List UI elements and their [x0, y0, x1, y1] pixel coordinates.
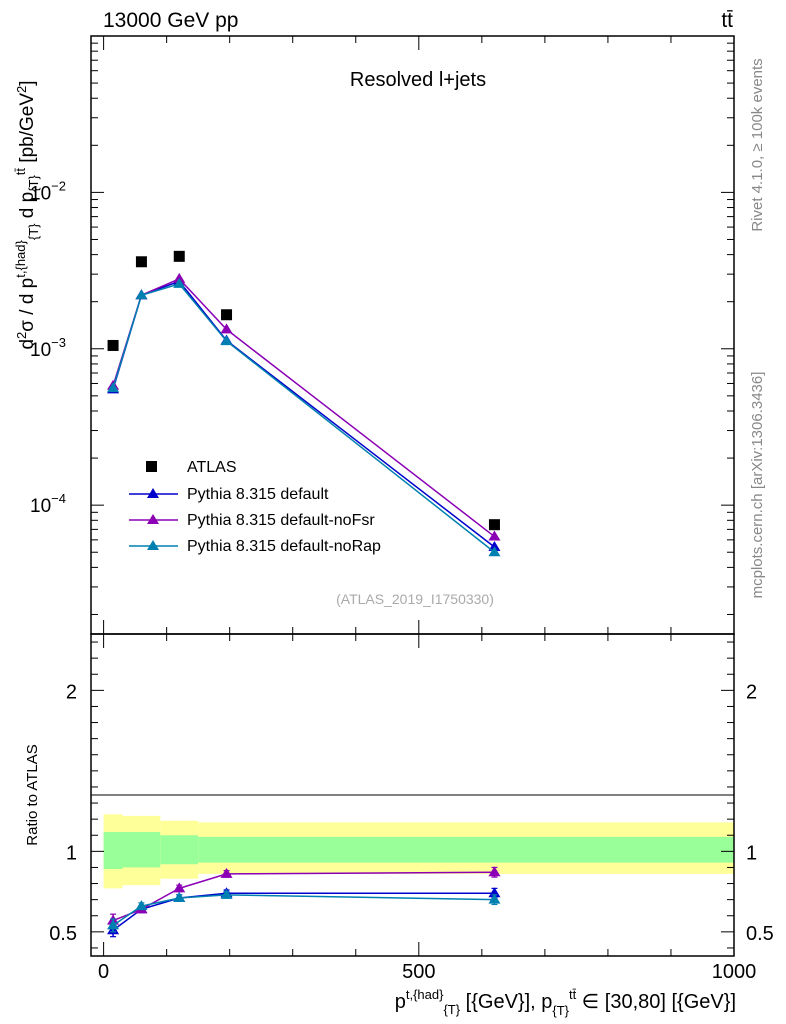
main-ytick-label: 10−4 — [30, 491, 66, 517]
main-ytick-label: 10−3 — [30, 335, 66, 361]
atlas-data-point — [173, 250, 185, 262]
noRap-ratio-marker — [173, 892, 186, 903]
ratio-ytick-label-left: 1 — [66, 842, 77, 864]
ratio-ytick-label-left: 0.5 — [49, 923, 77, 945]
noRap-ratio-marker — [107, 919, 120, 930]
ratio-band-inner — [160, 835, 199, 865]
ratio-panel: 0.5 0.5 1 1 2 2 0 500 1000 Ratio to ATLAS pt,{ha… — [24, 633, 774, 1018]
rivet-label: Rivet 4.1.0, ≥ 100k events — [749, 58, 766, 231]
legend-norap-marker — [147, 540, 159, 550]
ratio-ytick-label-right: 2 — [746, 681, 757, 703]
ratio-xtick-label: 500 — [402, 961, 435, 983]
legend-nofsr: Pythia 8.315 default-noFsr — [129, 512, 375, 529]
noFsr-marker — [220, 323, 233, 334]
legend-default-marker — [147, 488, 159, 498]
main-title: Resolved l+jets — [350, 69, 486, 91]
noRap-marker — [173, 277, 186, 288]
noFsr-ratio-marker — [488, 866, 501, 877]
main-panel: 10−2 10−3 10−4 Resolved l+jets (ATLAS_2019… — [13, 35, 735, 635]
legend-default: Pythia 8.315 default — [129, 486, 329, 503]
noRap-ratio-line — [112, 894, 495, 927]
ratio-xtick-label: 0 — [98, 961, 109, 983]
legend-atlas-label: ATLAS — [187, 459, 237, 476]
legend-atlas: ATLAS — [146, 459, 237, 476]
noRap-marker — [135, 289, 148, 300]
ratio-ylabel: Ratio to ATLAS — [24, 744, 41, 845]
ratio-band-inner — [122, 832, 161, 868]
atlas-data-point — [488, 519, 500, 531]
noRap-marker — [220, 335, 233, 346]
main-axes: 10−2 10−3 10−4 — [30, 35, 735, 634]
noRap-ratio-marker — [220, 888, 233, 899]
noFsr-marker — [488, 530, 501, 541]
atlas-data-point — [221, 309, 233, 321]
noFsr-marker — [173, 272, 186, 283]
ratio-band-inner — [103, 832, 123, 870]
energy-label: 13000 GeV pp — [103, 9, 238, 32]
ratio-xtick-label: 1000 — [712, 961, 757, 983]
legend: ATLAS Pythia 8.315 default Pythia 8.315 … — [129, 459, 381, 555]
ratio-frame — [90, 633, 735, 957]
main-ylabel: d2σ / d pt,{had}{T} d p{T}tt̄ [pb/GeV2] — [13, 80, 41, 349]
ratio-ytick-label-left: 2 — [66, 681, 77, 703]
noRap-marker — [107, 382, 120, 393]
atlas-data-point — [135, 256, 147, 268]
main-ytick-label: 10−2 — [30, 178, 66, 204]
ratio-axes: 0.5 0.5 1 1 2 2 0 500 1000 — [49, 634, 774, 983]
noRap-ratio-marker — [488, 893, 501, 904]
noRap-ratio-marker — [135, 900, 148, 911]
ratio-bands — [103, 814, 734, 889]
mcplots-label: mcplots.cern.ch [arXiv:1306.3436] — [749, 372, 766, 599]
main-series — [107, 250, 501, 557]
ratio-ytick-label-right: 1 — [746, 842, 757, 864]
ratio-xlabel: pt,{had}{T} [{GeV}], p{T}tt̄ ∈ [30,80] [… — [395, 987, 736, 1018]
legend-default-label: Pythia 8.315 default — [187, 486, 329, 503]
noFsr-ratio-marker — [220, 867, 233, 878]
process-label: tt̄ — [721, 9, 733, 32]
atlas-data-point — [107, 339, 119, 351]
legend-nofsr-label: Pythia 8.315 default-noFsr — [187, 512, 375, 529]
ratio-ytick-label-right: 0.5 — [746, 923, 774, 945]
noFsr-ratio-marker — [173, 882, 186, 893]
legend-atlas-marker — [146, 461, 157, 472]
ratio-band-inner — [198, 836, 734, 863]
legend-nofsr-marker — [147, 514, 159, 524]
ratio-series — [107, 866, 501, 938]
default-marker — [488, 541, 501, 552]
noRap-marker — [488, 546, 501, 557]
legend-norap-label: Pythia 8.315 default-noRap — [187, 538, 381, 555]
watermark: (ATLAS_2019_I1750330) — [336, 591, 494, 607]
legend-norap: Pythia 8.315 default-noRap — [129, 538, 381, 555]
